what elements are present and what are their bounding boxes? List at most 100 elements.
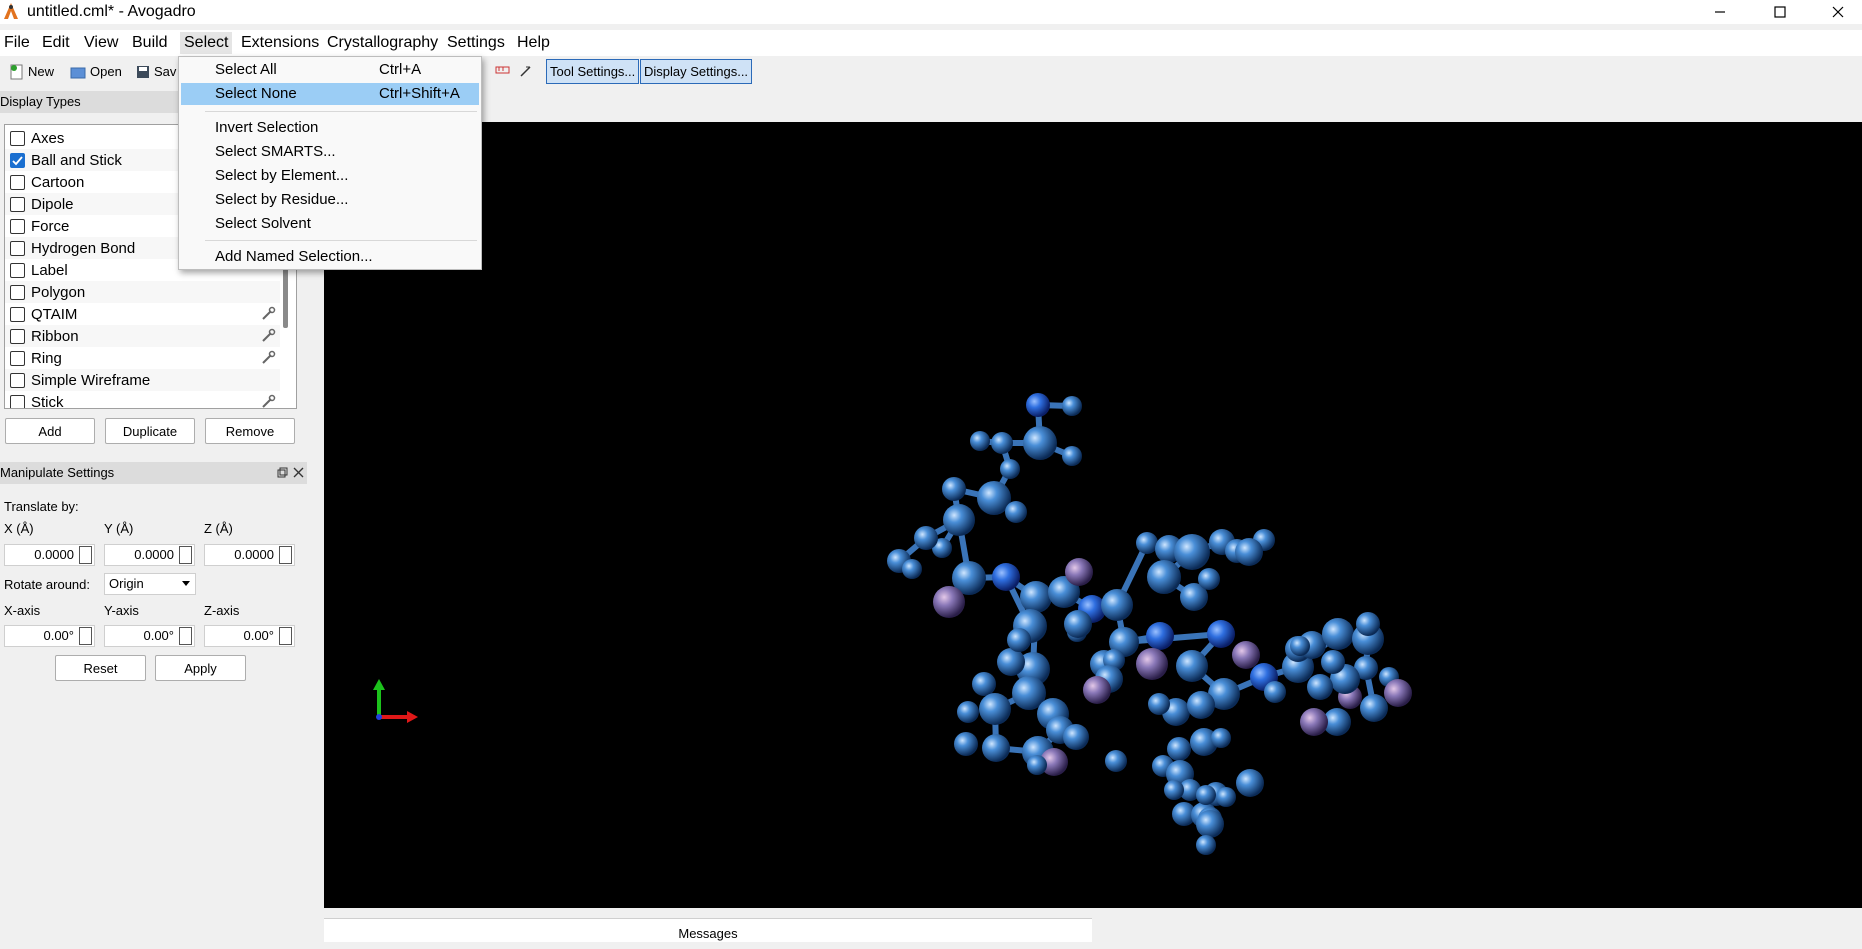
atom-carbon[interactable] [1101, 589, 1133, 621]
atom-oxygen[interactable] [1065, 558, 1093, 586]
menu-item-add-named-selection[interactable]: Add Named Selection... [215, 248, 373, 265]
atom-carbon[interactable] [1147, 560, 1181, 594]
add-button[interactable]: Add [5, 418, 95, 444]
atom-oxygen[interactable] [1300, 708, 1328, 736]
atom-carbon[interactable] [1005, 501, 1027, 523]
atom-carbon[interactable] [1216, 787, 1236, 807]
checkbox[interactable] [10, 174, 25, 190]
checkbox[interactable] [10, 394, 25, 408]
wrench-icon[interactable] [260, 350, 276, 366]
molecule-viewport[interactable] [324, 122, 1862, 908]
atom-carbon[interactable] [902, 559, 922, 579]
atom-carbon[interactable] [1027, 755, 1047, 775]
atom-carbon[interactable] [1062, 396, 1082, 416]
atom-carbon[interactable] [1236, 769, 1264, 797]
tool-settings-button[interactable]: Tool Settings... [546, 59, 640, 84]
atom-carbon[interactable] [1062, 446, 1082, 466]
atom-carbon[interactable] [1322, 618, 1354, 650]
duplicate-button[interactable]: Duplicate [105, 418, 195, 444]
atom-carbon[interactable] [1198, 568, 1220, 590]
atom-carbon[interactable] [1179, 779, 1201, 801]
z-axis-input[interactable]: 0.00° [204, 625, 295, 647]
checkbox[interactable] [10, 306, 25, 322]
float-icon[interactable] [277, 467, 288, 478]
menu-item-select-all[interactable]: Select All Ctrl+A [215, 61, 422, 78]
remove-button[interactable]: Remove [205, 418, 295, 444]
atom-carbon[interactable] [1167, 737, 1191, 761]
display-type-stick[interactable]: Stick [5, 391, 280, 408]
atom-carbon[interactable] [1176, 650, 1208, 682]
minimize-button[interactable] [1697, 0, 1743, 24]
molecule-render[interactable] [324, 122, 1862, 908]
menu-build[interactable]: Build [132, 34, 168, 51]
spinner-arrows-icon[interactable] [279, 546, 292, 564]
atom-carbon[interactable] [1064, 610, 1092, 638]
new-button[interactable]: New [10, 61, 54, 83]
atom-nitrogen[interactable] [1146, 622, 1174, 650]
apply-button[interactable]: Apply [155, 655, 246, 681]
display-settings-button[interactable]: Display Settings... [640, 59, 753, 84]
maximize-button[interactable] [1757, 0, 1803, 24]
display-type-qtaim[interactable]: QTAIM [5, 303, 280, 325]
atom-carbon[interactable] [954, 732, 978, 756]
spinner-arrows-icon[interactable] [179, 627, 192, 645]
y-axis-input[interactable]: 0.00° [104, 625, 195, 647]
menu-settings[interactable]: Settings [447, 34, 505, 51]
atom-carbon[interactable] [1360, 694, 1388, 722]
atom-carbon[interactable] [1290, 636, 1310, 656]
atom-oxygen[interactable] [1083, 676, 1111, 704]
atom-carbon[interactable] [991, 432, 1013, 454]
atom-carbon[interactable] [952, 561, 986, 595]
spinner-arrows-icon[interactable] [79, 546, 92, 564]
close-dock-icon[interactable] [293, 467, 304, 478]
display-type-force[interactable]: Force [5, 215, 280, 237]
atom-nitrogen[interactable] [1207, 620, 1235, 648]
atom-carbon[interactable] [1187, 691, 1215, 719]
measure-icon[interactable] [494, 64, 512, 80]
checkbox-checked[interactable] [10, 152, 25, 168]
reset-button[interactable]: Reset [55, 655, 146, 681]
atom-carbon[interactable] [1007, 628, 1031, 652]
save-button[interactable]: Sav [136, 61, 176, 83]
atom-carbon[interactable] [1356, 612, 1380, 636]
atom-carbon[interactable] [1020, 581, 1052, 613]
atom-oxygen[interactable] [933, 586, 965, 618]
atom-carbon[interactable] [1196, 835, 1216, 855]
atom-carbon[interactable] [1321, 650, 1345, 674]
menu-crystallography[interactable]: Crystallography [327, 34, 439, 51]
atom-oxygen[interactable] [1040, 748, 1068, 776]
display-type-ribbon[interactable]: Ribbon [5, 325, 280, 347]
atom-carbon[interactable] [1307, 674, 1333, 700]
atom-carbon[interactable] [970, 431, 990, 451]
messages-tab[interactable]: Messages [324, 918, 1092, 942]
atom-carbon[interactable] [1196, 810, 1224, 838]
atom-oxygen[interactable] [1136, 648, 1168, 680]
checkbox[interactable] [10, 328, 25, 344]
menu-item-select-solvent[interactable]: Select Solvent [215, 215, 311, 232]
checkbox[interactable] [10, 218, 25, 234]
atom-carbon[interactable] [932, 538, 952, 558]
atom-carbon[interactable] [1211, 728, 1231, 748]
menu-item-invert-selection[interactable]: Invert Selection [215, 119, 319, 136]
wrench-icon[interactable] [260, 306, 276, 322]
spinner-arrows-icon[interactable] [179, 546, 192, 564]
atom-carbon[interactable] [1180, 583, 1208, 611]
display-type-axes[interactable]: Axes [5, 127, 280, 149]
x-axis-input[interactable]: 0.00° [4, 625, 95, 647]
rotate-around-select[interactable]: Origin [104, 573, 196, 595]
display-type-polygon[interactable]: Polygon [5, 281, 280, 303]
atom-oxygen[interactable] [1232, 641, 1260, 669]
atom-carbon[interactable] [982, 734, 1010, 762]
checkbox[interactable] [10, 196, 25, 212]
z-translate-input[interactable]: 0.0000 [204, 544, 295, 566]
atom-carbon[interactable] [977, 481, 1011, 515]
menu-item-select-by-residue[interactable]: Select by Residue... [215, 191, 349, 208]
bond-centric-icon[interactable] [518, 63, 534, 79]
checkbox[interactable] [10, 284, 25, 300]
atom-carbon[interactable] [1190, 728, 1218, 756]
atom-carbon[interactable] [1354, 656, 1378, 680]
spinner-arrows-icon[interactable] [79, 627, 92, 645]
atom-carbon[interactable] [914, 526, 938, 550]
display-type-label[interactable]: Label [5, 259, 280, 281]
menu-help[interactable]: Help [517, 34, 550, 51]
